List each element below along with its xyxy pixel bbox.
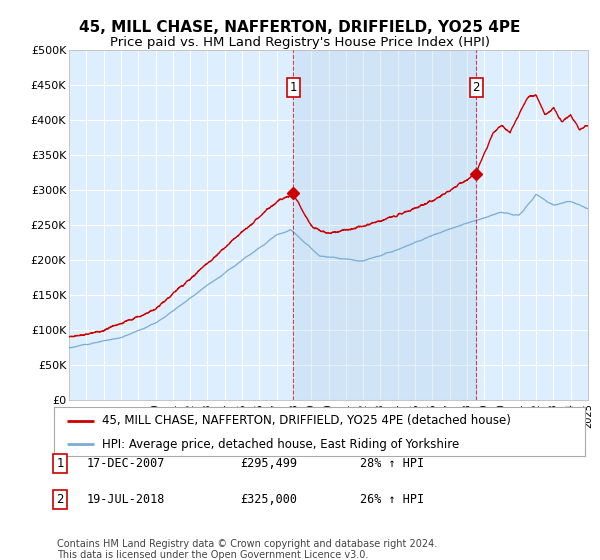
Text: 1: 1 <box>56 456 64 470</box>
Text: 19-JUL-2018: 19-JUL-2018 <box>87 493 166 506</box>
Bar <box>293 50 476 400</box>
Text: 17-DEC-2007: 17-DEC-2007 <box>87 456 166 470</box>
Text: £325,000: £325,000 <box>240 493 297 506</box>
Text: 26% ↑ HPI: 26% ↑ HPI <box>360 493 424 506</box>
Text: 28% ↑ HPI: 28% ↑ HPI <box>360 456 424 470</box>
Text: Contains HM Land Registry data © Crown copyright and database right 2024.
This d: Contains HM Land Registry data © Crown c… <box>57 539 437 560</box>
Text: 45, MILL CHASE, NAFFERTON, DRIFFIELD, YO25 4PE: 45, MILL CHASE, NAFFERTON, DRIFFIELD, YO… <box>79 20 521 35</box>
Text: 2: 2 <box>56 493 64 506</box>
Text: 45, MILL CHASE, NAFFERTON, DRIFFIELD, YO25 4PE (detached house): 45, MILL CHASE, NAFFERTON, DRIFFIELD, YO… <box>102 414 511 427</box>
Text: 1: 1 <box>289 81 297 94</box>
Text: 2: 2 <box>472 81 480 94</box>
Text: Price paid vs. HM Land Registry's House Price Index (HPI): Price paid vs. HM Land Registry's House … <box>110 36 490 49</box>
Text: HPI: Average price, detached house, East Riding of Yorkshire: HPI: Average price, detached house, East… <box>102 437 459 451</box>
Text: £295,499: £295,499 <box>240 456 297 470</box>
